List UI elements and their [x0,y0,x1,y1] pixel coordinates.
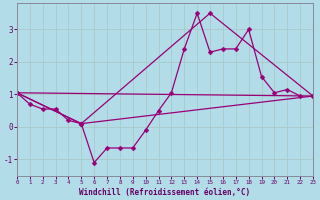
X-axis label: Windchill (Refroidissement éolien,°C): Windchill (Refroidissement éolien,°C) [79,188,251,197]
